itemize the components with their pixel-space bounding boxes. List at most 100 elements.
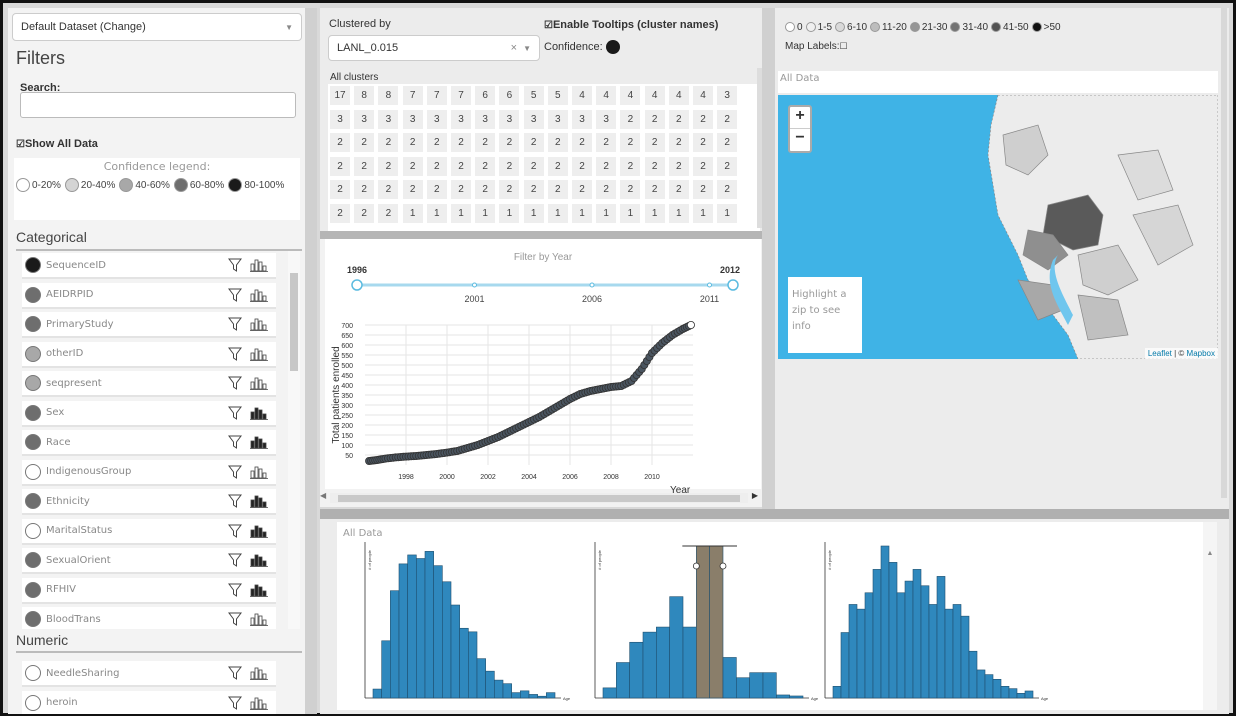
histogram-bar[interactable] <box>416 558 426 699</box>
checkbox-icon[interactable]: ☐ <box>839 41 848 51</box>
cluster-cell[interactable]: 2 <box>668 109 689 129</box>
cluster-cell[interactable]: 6 <box>499 86 520 105</box>
cluster-cell[interactable]: 2 <box>330 156 350 176</box>
histogram-bar[interactable] <box>372 688 382 699</box>
scroll-up-icon[interactable]: ▲ <box>1206 550 1214 557</box>
histogram-bar[interactable] <box>960 615 970 699</box>
cluster-cell[interactable]: 2 <box>644 156 665 176</box>
splitter[interactable] <box>320 231 768 239</box>
variable-row[interactable]: IndigenousGroup <box>22 459 276 486</box>
variable-row[interactable]: seqpresent <box>22 371 276 397</box>
cluster-cell[interactable]: 2 <box>354 180 375 199</box>
variable-row[interactable]: AEIDRPID <box>22 282 276 309</box>
timeline-hscroll[interactable]: ◀ ▶ <box>320 491 758 503</box>
zoom-in-button[interactable]: + <box>790 107 810 129</box>
cluster-cell[interactable]: 1 <box>475 203 496 223</box>
zoom-out-button[interactable]: − <box>795 129 805 146</box>
cluster-cell[interactable]: 1 <box>572 203 592 223</box>
histogram-bar[interactable] <box>602 687 617 699</box>
histogram-bar[interactable] <box>450 604 460 699</box>
cluster-cell[interactable]: 2 <box>499 156 520 176</box>
cluster-cell[interactable]: 2 <box>426 133 447 152</box>
cluster-cell[interactable]: 3 <box>717 86 738 105</box>
cluster-cell[interactable]: 2 <box>572 180 592 199</box>
cluster-cell[interactable]: 2 <box>451 156 471 176</box>
histogram-icon[interactable] <box>250 494 268 508</box>
splitter[interactable] <box>320 509 1229 519</box>
histogram-bar-selected[interactable] <box>696 545 710 699</box>
filter-icon[interactable] <box>228 612 242 626</box>
tooltips-toggle[interactable]: ☑Enable Tooltips (cluster names) <box>544 19 718 31</box>
variable-row[interactable]: SequenceID <box>22 253 276 279</box>
cluster-cell[interactable]: 2 <box>596 156 617 176</box>
variable-row[interactable]: otherID <box>22 341 276 368</box>
cluster-cell[interactable]: 2 <box>644 180 665 199</box>
histogram-bar[interactable] <box>616 662 630 699</box>
filter-icon[interactable] <box>228 317 242 331</box>
histogram-bar[interactable] <box>952 604 962 699</box>
histogram-bar[interactable] <box>398 563 408 699</box>
map-scrollbar[interactable] <box>1221 8 1227 498</box>
cluster-cell[interactable]: 1 <box>523 203 544 223</box>
cluster-cell[interactable]: 3 <box>378 109 399 129</box>
variable-row[interactable]: PrimaryStudy <box>22 312 276 338</box>
cluster-cell[interactable]: 5 <box>547 86 568 105</box>
cluster-cell[interactable]: 2 <box>596 133 617 152</box>
histogram-bar[interactable] <box>888 562 898 699</box>
cluster-cell[interactable]: 2 <box>475 133 496 152</box>
histogram-icon[interactable] <box>250 376 268 390</box>
filter-icon[interactable] <box>228 666 242 680</box>
histogram-icon[interactable] <box>250 612 268 626</box>
histogram-bar[interactable] <box>424 551 434 699</box>
year-slider-start-handle[interactable] <box>351 279 363 291</box>
map-labels-toggle[interactable]: Map Labels:☐ <box>785 41 848 52</box>
filter-icon[interactable] <box>228 376 242 390</box>
histogram-bar[interactable] <box>494 679 504 699</box>
cluster-cell[interactable]: 2 <box>717 156 738 176</box>
mapbox-link[interactable]: Mapbox <box>1186 349 1215 358</box>
cluster-cell[interactable]: 3 <box>451 109 471 129</box>
histogram-icon[interactable] <box>250 583 268 597</box>
histogram-bar[interactable] <box>546 692 556 699</box>
cluster-cell[interactable]: 2 <box>620 156 641 176</box>
cluster-cell[interactable]: 2 <box>330 133 350 152</box>
cluster-cell[interactable]: 3 <box>499 109 520 129</box>
histogram-bar[interactable] <box>864 592 874 699</box>
histogram-bar[interactable] <box>537 695 547 699</box>
filter-icon[interactable] <box>228 288 242 302</box>
histogram-bar[interactable] <box>1024 690 1034 699</box>
histogram-icon[interactable] <box>250 666 268 680</box>
cluster-cell[interactable]: 3 <box>330 109 350 129</box>
cluster-cell[interactable]: 3 <box>547 109 568 129</box>
dataset-select[interactable]: Default Dataset (Change) ▼ <box>12 13 302 41</box>
cluster-cell[interactable]: 2 <box>499 180 520 199</box>
cluster-cell[interactable]: 8 <box>354 86 375 105</box>
cluster-cell[interactable]: 2 <box>547 133 568 152</box>
histogram-bar[interactable] <box>407 554 417 699</box>
filter-icon[interactable] <box>228 696 242 710</box>
cluster-cell[interactable]: 2 <box>693 156 713 176</box>
cluster-cell[interactable]: 4 <box>572 86 592 105</box>
cluster-cell[interactable]: 2 <box>693 180 713 199</box>
cluster-cell[interactable]: 2 <box>547 180 568 199</box>
cluster-cell[interactable]: 2 <box>378 203 399 223</box>
cluster-cell[interactable]: 4 <box>644 86 665 105</box>
cluster-cell[interactable]: 1 <box>499 203 520 223</box>
cluster-cell[interactable]: 2 <box>354 133 375 152</box>
histogram-bar[interactable] <box>762 672 777 699</box>
cluster-cell[interactable]: 2 <box>693 133 713 152</box>
cluster-cell[interactable]: 1 <box>547 203 568 223</box>
histogram-icon[interactable] <box>250 406 268 420</box>
cluster-cell[interactable]: 2 <box>330 180 350 199</box>
cluster-cell[interactable]: 2 <box>330 203 350 223</box>
variable-row[interactable]: MaritalStatus <box>22 518 276 545</box>
histogram-bar[interactable] <box>381 640 391 699</box>
histogram-bar[interactable] <box>920 585 930 699</box>
histogram-icon[interactable] <box>250 288 268 302</box>
scroll-right-icon[interactable]: ▶ <box>751 491 758 500</box>
filter-icon[interactable] <box>228 258 242 272</box>
cluster-cell[interactable]: 2 <box>378 156 399 176</box>
cluster-cell[interactable]: 4 <box>596 86 617 105</box>
filter-icon[interactable] <box>228 553 242 567</box>
cluster-cell[interactable]: 8 <box>378 86 399 105</box>
